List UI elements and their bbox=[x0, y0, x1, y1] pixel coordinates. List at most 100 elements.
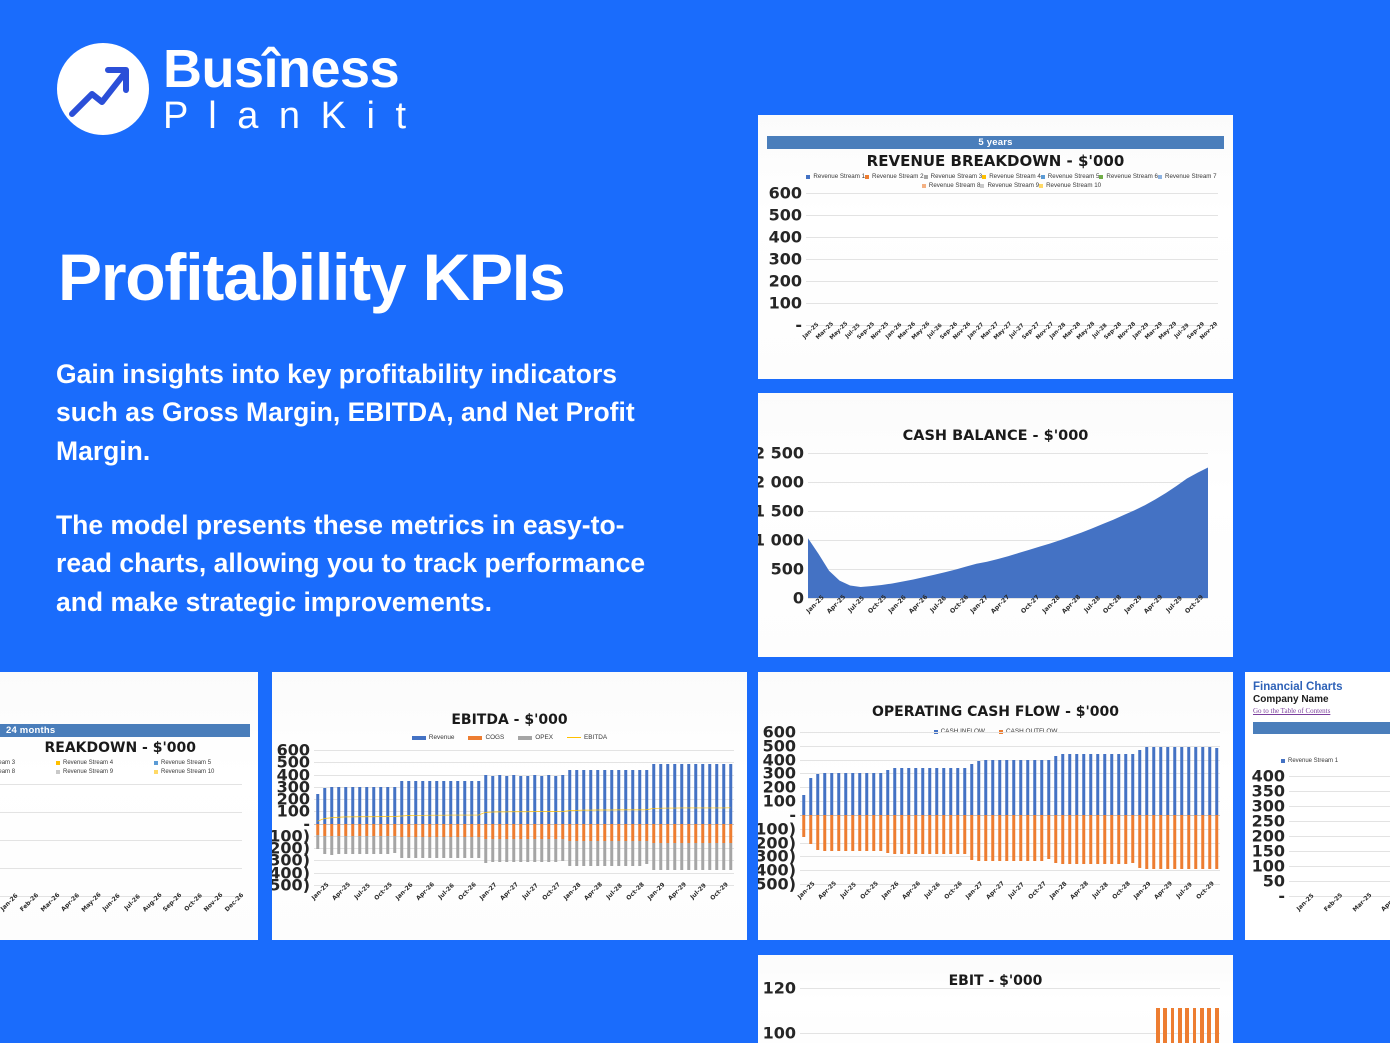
card-revenue-breakdown-24m[interactable]: 24 months REAKDOWN - $'000 Revenue Strea… bbox=[0, 672, 258, 940]
bar-slot[interactable] bbox=[1024, 732, 1031, 884]
bar-slot[interactable] bbox=[671, 750, 678, 885]
bar-slot[interactable] bbox=[517, 750, 524, 885]
bar-slot[interactable] bbox=[321, 750, 328, 885]
bar-slot[interactable] bbox=[1052, 732, 1059, 884]
bar-slot[interactable] bbox=[1191, 988, 1198, 1043]
bar-slot[interactable] bbox=[433, 750, 440, 885]
bar-slot[interactable] bbox=[573, 750, 580, 885]
bar-slot[interactable] bbox=[1088, 988, 1095, 1043]
bar-slot[interactable] bbox=[863, 732, 870, 884]
bar-slot[interactable] bbox=[447, 750, 454, 885]
bar-slot[interactable] bbox=[898, 732, 905, 884]
bar-slot[interactable] bbox=[1073, 732, 1080, 884]
bar-slot[interactable] bbox=[856, 732, 863, 884]
bar-slot[interactable] bbox=[335, 750, 342, 885]
bar-slot[interactable] bbox=[1213, 988, 1220, 1043]
bar-slot[interactable] bbox=[615, 750, 622, 885]
bar-slot[interactable] bbox=[356, 750, 363, 885]
bar-slot[interactable] bbox=[1164, 732, 1171, 884]
bar-slot[interactable] bbox=[891, 732, 898, 884]
bar-slot[interactable] bbox=[524, 750, 531, 885]
bar-slot[interactable] bbox=[975, 732, 982, 884]
bar-slot[interactable] bbox=[1003, 732, 1010, 884]
bar-slot[interactable] bbox=[503, 750, 510, 885]
bar-slot[interactable] bbox=[566, 750, 573, 885]
bar-slot[interactable] bbox=[1080, 732, 1087, 884]
bar-slot[interactable] bbox=[1059, 732, 1066, 884]
bar-slot[interactable] bbox=[1192, 732, 1199, 884]
bar-slot[interactable] bbox=[349, 750, 356, 885]
bar-slot[interactable] bbox=[1169, 988, 1176, 1043]
bar-slot[interactable] bbox=[1066, 732, 1073, 884]
bar-slot[interactable] bbox=[405, 750, 412, 885]
bar-slot[interactable] bbox=[940, 732, 947, 884]
bar-slot[interactable] bbox=[1101, 732, 1108, 884]
bar-slot[interactable] bbox=[1206, 732, 1213, 884]
bar-slot[interactable] bbox=[580, 750, 587, 885]
bar-slot[interactable] bbox=[842, 732, 849, 884]
bar-slot[interactable] bbox=[912, 732, 919, 884]
bar-slot[interactable] bbox=[622, 750, 629, 885]
bar-slot[interactable] bbox=[1031, 732, 1038, 884]
bar-slot[interactable] bbox=[1094, 732, 1101, 884]
bar-slot[interactable] bbox=[1132, 988, 1139, 1043]
bar-slot[interactable] bbox=[1150, 732, 1157, 884]
bar-slot[interactable] bbox=[398, 750, 405, 885]
bar-slot[interactable] bbox=[713, 750, 720, 885]
bar-slot[interactable] bbox=[933, 732, 940, 884]
bar-slot[interactable] bbox=[1115, 732, 1122, 884]
bar-slot[interactable] bbox=[454, 750, 461, 885]
bar-slot[interactable] bbox=[1045, 732, 1052, 884]
bar-slot[interactable] bbox=[692, 750, 699, 885]
bar-slot[interactable] bbox=[727, 750, 734, 885]
bar-slot[interactable] bbox=[545, 750, 552, 885]
bar-slot[interactable] bbox=[1154, 988, 1161, 1043]
bar-slot[interactable] bbox=[884, 732, 891, 884]
card-workbook-panel[interactable]: Financial Charts Company Name Go to the … bbox=[1245, 672, 1390, 940]
bar-slot[interactable] bbox=[1095, 988, 1102, 1043]
bar-slot[interactable] bbox=[807, 732, 814, 884]
bar-slot[interactable] bbox=[821, 732, 828, 884]
bar-slot[interactable] bbox=[1213, 732, 1220, 884]
bar-slot[interactable] bbox=[1017, 732, 1024, 884]
bar-slot[interactable] bbox=[314, 750, 321, 885]
bar-slot[interactable] bbox=[475, 750, 482, 885]
bar-slot[interactable] bbox=[657, 750, 664, 885]
bar-slot[interactable] bbox=[328, 750, 335, 885]
bar-slot[interactable] bbox=[877, 732, 884, 884]
bar-slot[interactable] bbox=[538, 750, 545, 885]
bar-slot[interactable] bbox=[650, 750, 657, 885]
bar-slot[interactable] bbox=[1087, 732, 1094, 884]
bar-slot[interactable] bbox=[1125, 988, 1132, 1043]
bar-slot[interactable] bbox=[1198, 988, 1205, 1043]
bar-slot[interactable] bbox=[1161, 988, 1168, 1043]
bar-slot[interactable] bbox=[828, 732, 835, 884]
bar-slot[interactable] bbox=[601, 750, 608, 885]
bar-slot[interactable] bbox=[363, 750, 370, 885]
bar-slot[interactable] bbox=[412, 750, 419, 885]
bar-slot[interactable] bbox=[594, 750, 601, 885]
bar-slot[interactable] bbox=[1178, 732, 1185, 884]
bar-slot[interactable] bbox=[559, 750, 566, 885]
bar-slot[interactable] bbox=[1010, 732, 1017, 884]
bar-slot[interactable] bbox=[1199, 732, 1206, 884]
bar-slot[interactable] bbox=[926, 732, 933, 884]
bar-slot[interactable] bbox=[440, 750, 447, 885]
bar-slot[interactable] bbox=[1136, 732, 1143, 884]
bar-slot[interactable] bbox=[552, 750, 559, 885]
bar-slot[interactable] bbox=[1206, 988, 1213, 1043]
bar-slot[interactable] bbox=[961, 732, 968, 884]
bar-slot[interactable] bbox=[954, 732, 961, 884]
bar-slot[interactable] bbox=[1129, 732, 1136, 884]
card-ebitda[interactable]: EBITDA - $'000 Revenue COGS OPEX EBITDA 600… bbox=[272, 672, 747, 940]
bar-slot[interactable] bbox=[1143, 732, 1150, 884]
bar-slot[interactable] bbox=[1147, 988, 1154, 1043]
bar-slot[interactable] bbox=[1110, 988, 1117, 1043]
bar-slot[interactable] bbox=[800, 732, 807, 884]
bar-slot[interactable] bbox=[947, 732, 954, 884]
bar-slot[interactable] bbox=[496, 750, 503, 885]
bar-slot[interactable] bbox=[835, 732, 842, 884]
card-cash-balance[interactable]: CASH BALANCE - $'000 2 500 2 000 1 500 1 00… bbox=[758, 393, 1233, 657]
bar-slot[interactable] bbox=[510, 750, 517, 885]
bar-slot[interactable] bbox=[391, 750, 398, 885]
